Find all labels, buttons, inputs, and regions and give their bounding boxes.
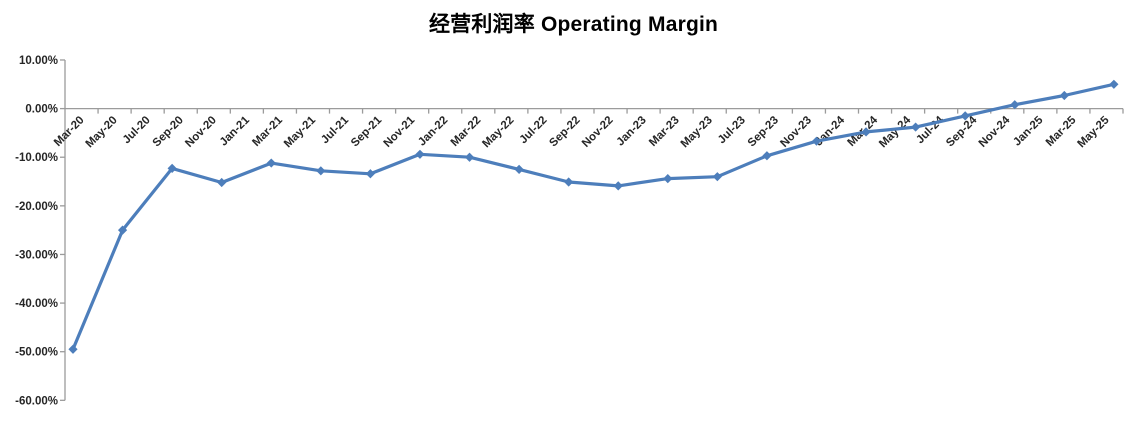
data-point-marker <box>167 163 177 174</box>
y-axis-tick-label: -30.00% <box>15 249 58 261</box>
x-axis-tick-label: Mar-25 <box>1044 114 1079 149</box>
x-axis-tick-label: Jul-22 <box>518 114 550 146</box>
x-axis-tick-label: Jan-21 <box>218 114 253 149</box>
x-axis-tick-label: Jul-21 <box>319 114 351 146</box>
x-axis-tick-label: May-22 <box>480 114 516 150</box>
data-point-marker <box>464 152 475 162</box>
data-point-marker <box>613 181 623 191</box>
x-axis-tick-label: Sep-20 <box>151 114 186 149</box>
x-axis-tick-label: Nov-22 <box>580 114 616 150</box>
x-axis-tick-label: Sep-21 <box>349 114 385 150</box>
x-axis-tick-label: Jul-24 <box>914 114 946 146</box>
x-axis-tick-label: May-23 <box>679 114 715 150</box>
data-point-marker <box>712 172 722 182</box>
x-axis-tick-label: Sep-22 <box>547 114 582 149</box>
x-axis-tick-label: May-21 <box>282 114 318 150</box>
x-axis-tick-label: Nov-20 <box>183 114 219 150</box>
data-point-marker <box>564 177 574 187</box>
data-point-marker <box>365 169 375 179</box>
x-axis-tick-label: Mar-23 <box>647 114 682 149</box>
data-point-marker <box>68 344 78 354</box>
x-axis-tick-label: Jan-25 <box>1011 114 1046 149</box>
x-axis-tick-label: Jul-20 <box>121 114 153 146</box>
x-axis-tick-label: May-25 <box>1076 114 1112 150</box>
x-axis-tick-label: Jul-23 <box>716 114 748 146</box>
data-point-marker <box>415 149 425 159</box>
x-axis-tick-label: Mar-20 <box>52 114 87 149</box>
y-axis-tick-label: -50.00% <box>15 347 58 359</box>
x-axis-tick-label: Mar-21 <box>250 114 285 149</box>
data-point-marker <box>960 111 970 121</box>
y-axis-tick-label: 10.00% <box>19 55 58 67</box>
data-point-marker <box>911 122 921 132</box>
data-point-marker <box>762 151 772 161</box>
data-point-marker <box>266 158 276 168</box>
x-axis-tick-label: Nov-24 <box>977 114 1013 150</box>
y-axis-tick-label: -10.00% <box>15 152 58 164</box>
y-axis-tick-label: -20.00% <box>15 201 58 213</box>
data-point-marker <box>663 174 673 184</box>
y-axis-tick-label: 0.00% <box>25 104 58 116</box>
data-point-marker <box>861 127 871 137</box>
x-axis-tick-label: Jan-22 <box>416 114 450 148</box>
data-point-marker <box>811 136 822 146</box>
data-point-marker <box>316 166 326 176</box>
x-axis-tick-label: Mar-22 <box>449 114 484 149</box>
x-axis-tick-label: Sep-23 <box>746 114 781 149</box>
y-axis-tick-label: -60.00% <box>15 395 58 407</box>
data-point-marker <box>1059 90 1069 101</box>
data-point-marker <box>217 177 227 188</box>
data-point-marker <box>514 164 524 174</box>
data-point-marker <box>1109 79 1119 89</box>
data-point-marker <box>1010 100 1020 110</box>
x-axis-tick-label: Jan-23 <box>614 114 648 148</box>
data-point-marker <box>117 225 128 235</box>
y-axis-tick-label: -40.00% <box>15 298 58 310</box>
x-axis-tick-label: May-24 <box>877 114 913 150</box>
x-axis-tick-label: May-20 <box>84 114 120 150</box>
x-axis-tick-label: Nov-21 <box>382 114 418 150</box>
series-line <box>71 82 1116 351</box>
chart-title: 经营利润率 Operating Margin <box>428 13 719 36</box>
